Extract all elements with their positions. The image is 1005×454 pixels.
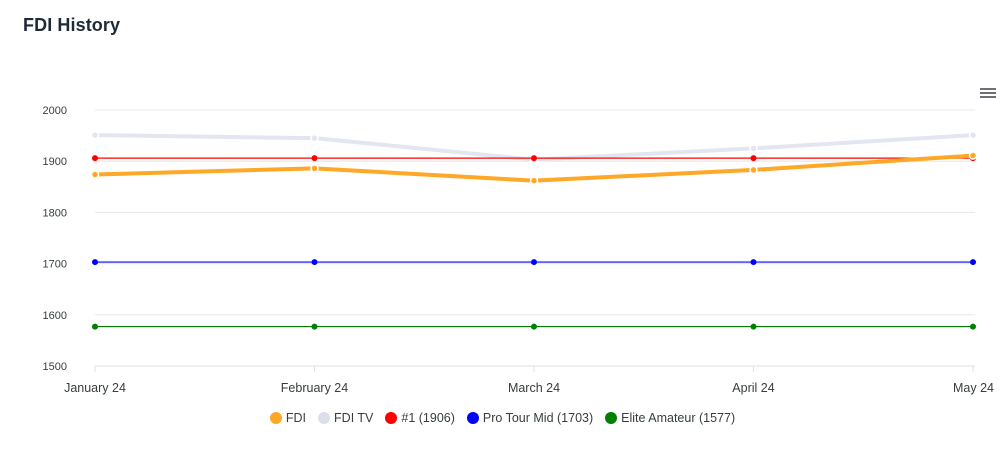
hamburger-menu-icon[interactable] (978, 86, 998, 102)
series-4 (92, 323, 976, 330)
x-tick-label: January 24 (64, 381, 126, 395)
data-point (531, 155, 537, 162)
data-point (92, 259, 98, 266)
legend-item[interactable]: Elite Amateur (1577) (605, 411, 735, 425)
data-point (970, 259, 976, 266)
data-point (531, 259, 537, 266)
data-point (750, 323, 757, 330)
legend-label: FDI TV (334, 411, 374, 425)
y-tick-label: 1800 (43, 207, 67, 219)
legend-marker (269, 412, 282, 424)
legend-marker (385, 412, 398, 424)
data-point (311, 259, 318, 266)
menu-bar (980, 96, 996, 98)
x-tick-label: April 24 (732, 381, 774, 395)
data-point (968, 151, 978, 160)
data-point (92, 323, 98, 330)
legend-marker (318, 412, 331, 424)
data-point (529, 176, 539, 185)
y-tick-label: 1700 (43, 259, 67, 271)
data-point (310, 164, 319, 173)
data-point (92, 155, 98, 162)
data-point (749, 165, 758, 175)
menu-bar (980, 88, 996, 90)
data-point (970, 323, 976, 330)
legend-item[interactable]: Pro Tour Mid (1703) (466, 411, 594, 425)
legend-item[interactable]: FDI TV (318, 411, 373, 425)
data-point (750, 259, 757, 266)
series-3 (92, 259, 976, 266)
x-tick-label: March 24 (508, 381, 560, 395)
data-point (310, 133, 319, 143)
data-point (90, 130, 100, 140)
x-tick-label: February 24 (281, 381, 348, 395)
legend-label: Pro Tour Mid (1703) (482, 411, 594, 425)
y-tick-label: 1600 (43, 310, 67, 322)
data-point (311, 323, 318, 330)
chart-title: FDI History (23, 15, 121, 35)
y-tick-label: 1500 (43, 361, 67, 373)
chart-legend: FDI FDI TV #1 (1906) Pro Tour Mid (1703) Eli… (0, 411, 1005, 425)
legend-marker (466, 412, 479, 424)
fdi-history-chart: 2000 1900 1800 1700 1600 1500 January 24 Februa… (43, 105, 995, 395)
data-point (90, 170, 100, 179)
legend-label: Elite Amateur (1577) (621, 411, 736, 425)
data-point (311, 155, 318, 162)
data-point (750, 155, 757, 162)
y-tick-label: 2000 (43, 105, 67, 117)
series-2 (92, 155, 976, 162)
y-tick-label: 1900 (43, 156, 67, 168)
data-point (531, 323, 537, 330)
data-point (968, 130, 978, 140)
legend-label: FDI (285, 411, 307, 425)
legend-marker (605, 412, 618, 424)
x-tick-label: May 24 (953, 381, 994, 395)
legend-item[interactable]: FDI (269, 411, 307, 425)
series-0 (90, 151, 978, 185)
legend-item[interactable]: #1 (1906) (385, 411, 455, 425)
data-point (749, 144, 758, 153)
legend-label: #1 (1906) (401, 411, 455, 425)
menu-bar (980, 92, 996, 94)
